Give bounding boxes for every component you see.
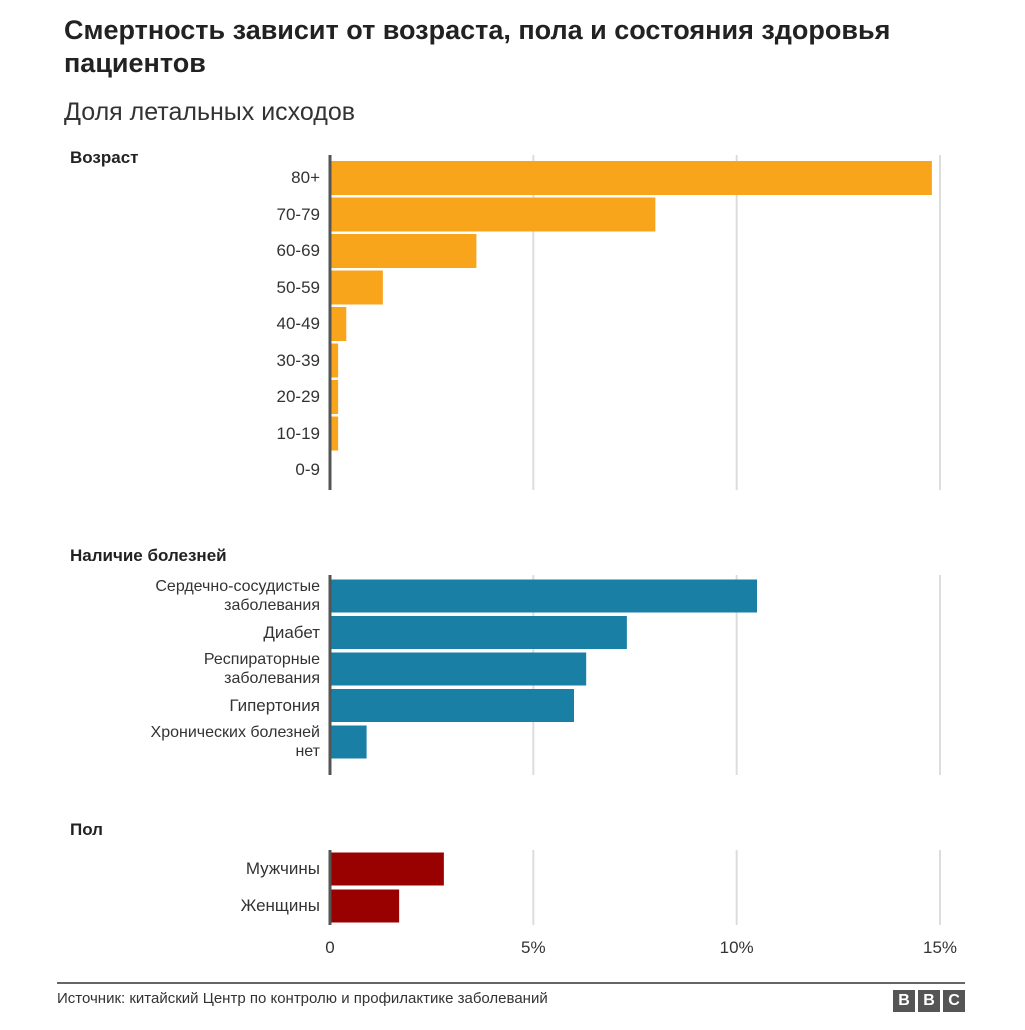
category-label: 80+ <box>291 168 320 187</box>
category-label: 60-69 <box>276 241 320 260</box>
section-label: Возраст <box>70 148 139 167</box>
category-label: Хронических болезней нет <box>150 724 320 760</box>
footer-divider <box>57 982 965 984</box>
bar <box>330 197 656 232</box>
x-tick-label: 15% <box>922 938 958 957</box>
bar <box>330 616 627 649</box>
bar <box>330 416 339 451</box>
bar <box>330 343 339 378</box>
bar <box>330 579 757 613</box>
category-label: Мужчины <box>245 859 320 878</box>
category-label: 30-39 <box>276 350 320 370</box>
category-label: 10-19 <box>276 423 320 443</box>
bar <box>330 307 347 341</box>
category-label: 0-9 <box>295 460 320 479</box>
category-label: Сердечно-сосудистые заболевания <box>155 578 320 614</box>
bar <box>330 380 339 414</box>
category-label: 20-29 <box>276 387 320 406</box>
bar <box>330 725 367 759</box>
x-tick-label: 5% <box>521 938 546 957</box>
bar <box>330 689 574 722</box>
category-label: Гипертония <box>229 695 320 715</box>
category-label: 70-79 <box>276 204 320 224</box>
bar <box>330 852 444 886</box>
x-tick-label: 0 <box>325 938 335 957</box>
section-label: Наличие болезней <box>70 546 227 565</box>
source-note: Источник: китайский Центр по контролю и … <box>57 990 548 1007</box>
bar <box>330 652 587 686</box>
bar <box>330 889 400 923</box>
chart-subtitle: Доля летальных исходов <box>64 98 356 126</box>
category-label: 40-49 <box>276 314 320 333</box>
bar <box>330 270 383 305</box>
x-tick-label: 10% <box>719 938 754 957</box>
category-label: Женщины <box>240 896 320 915</box>
category-label: Диабет <box>263 622 320 642</box>
chart-title: Смертность зависит от возраста, пола и с… <box>64 15 891 78</box>
category-label: Респираторные заболевания <box>203 651 320 687</box>
category-label: 50-59 <box>276 277 320 297</box>
section-label: Пол <box>70 820 103 839</box>
bar <box>330 234 477 268</box>
bar <box>330 161 932 195</box>
